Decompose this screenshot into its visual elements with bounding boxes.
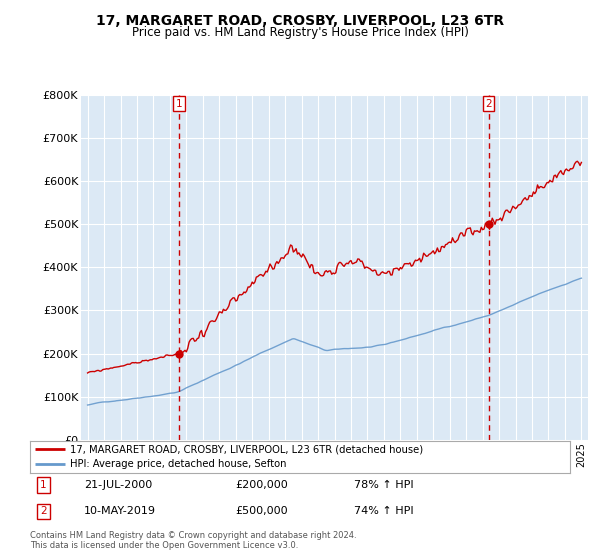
Text: 17, MARGARET ROAD, CROSBY, LIVERPOOL, L23 6TR: 17, MARGARET ROAD, CROSBY, LIVERPOOL, L2…: [96, 14, 504, 28]
Text: This data is licensed under the Open Government Licence v3.0.: This data is licensed under the Open Gov…: [30, 541, 298, 550]
Text: 17, MARGARET ROAD, CROSBY, LIVERPOOL, L23 6TR (detached house): 17, MARGARET ROAD, CROSBY, LIVERPOOL, L2…: [71, 445, 424, 455]
Text: 2: 2: [485, 99, 492, 109]
Text: 1: 1: [176, 99, 182, 109]
Text: 1: 1: [40, 480, 47, 490]
Text: £500,000: £500,000: [235, 506, 288, 516]
Text: Price paid vs. HM Land Registry's House Price Index (HPI): Price paid vs. HM Land Registry's House …: [131, 26, 469, 39]
Text: 2: 2: [40, 506, 47, 516]
Text: 21-JUL-2000: 21-JUL-2000: [84, 480, 152, 490]
Text: £200,000: £200,000: [235, 480, 288, 490]
Text: 10-MAY-2019: 10-MAY-2019: [84, 506, 156, 516]
Text: HPI: Average price, detached house, Sefton: HPI: Average price, detached house, Seft…: [71, 459, 287, 469]
Text: 78% ↑ HPI: 78% ↑ HPI: [354, 480, 413, 490]
Text: Contains HM Land Registry data © Crown copyright and database right 2024.: Contains HM Land Registry data © Crown c…: [30, 531, 356, 540]
Text: 74% ↑ HPI: 74% ↑ HPI: [354, 506, 413, 516]
